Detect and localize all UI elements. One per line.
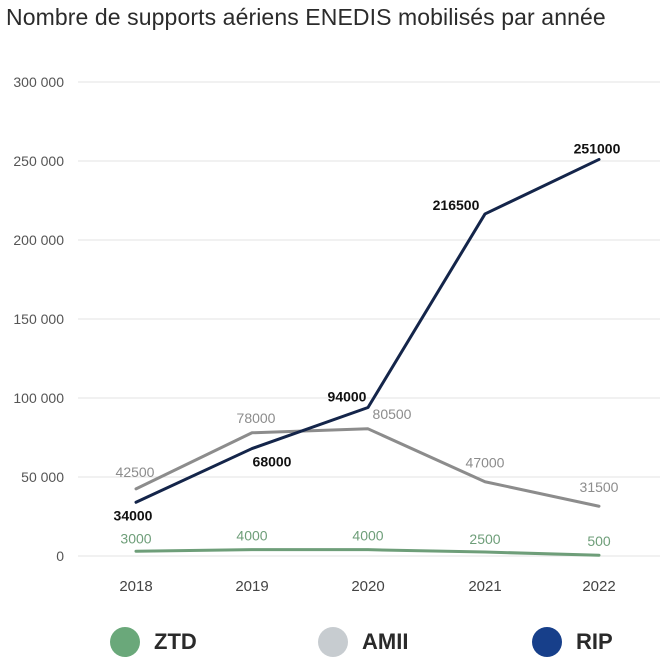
series-line-rip xyxy=(134,157,601,504)
data-label-amii-2019: 78000 xyxy=(237,410,276,426)
legend-marker-ztd xyxy=(110,627,140,657)
y-tick-label-1: 50 000 xyxy=(21,469,64,485)
data-label-rip-2022: 251000 xyxy=(574,140,621,156)
legend-item-amii: AMII xyxy=(318,620,408,664)
legend-label-rip: RIP xyxy=(576,629,613,654)
legend-item-rip: RIP xyxy=(532,620,613,664)
data-label-ztd-2019: 4000 xyxy=(236,528,267,544)
x-axis: 2018 2019 2020 2021 2022 xyxy=(119,578,615,595)
data-label-amii-2020: 80500 xyxy=(373,406,412,422)
y-tick-label-3: 150 000 xyxy=(13,311,64,327)
y-tick-label-4: 200 000 xyxy=(13,232,64,248)
x-tick-label-0: 2018 xyxy=(119,578,152,595)
data-label-rip-2021: 216500 xyxy=(433,197,480,213)
y-tick-label-0: 0 xyxy=(56,548,64,564)
data-labels: 3000 4000 4000 2500 500 42500 78000 80500 47000 3… xyxy=(114,140,621,549)
data-label-rip-2018: 34000 xyxy=(114,507,153,523)
legend-marker-rip xyxy=(532,627,562,657)
legend-label-ztd: ZTD xyxy=(154,629,197,654)
x-tick-label-1: 2019 xyxy=(235,578,268,595)
y-tick-label-2: 100 000 xyxy=(13,390,64,406)
data-label-ztd-2018: 3000 xyxy=(120,530,151,546)
data-label-ztd-2021: 2500 xyxy=(469,531,500,547)
data-label-ztd-2020: 4000 xyxy=(352,528,383,544)
data-label-rip-2020: 94000 xyxy=(328,388,367,404)
y-tick-label-6: 300 000 xyxy=(13,74,64,90)
series-line-ztd xyxy=(134,548,601,557)
x-tick-label-2: 2020 xyxy=(351,578,384,595)
data-label-rip-2019: 68000 xyxy=(253,454,292,470)
x-tick-label-3: 2021 xyxy=(468,578,501,595)
data-label-amii-2021: 47000 xyxy=(466,455,505,471)
line-chart: 0 50 000 100 000 150 000 200 000 250 000 300 0… xyxy=(13,74,660,595)
y-axis: 0 50 000 100 000 150 000 200 000 250 000 300 0… xyxy=(13,74,64,564)
data-label-amii-2022: 31500 xyxy=(580,479,619,495)
data-label-ztd-2022: 500 xyxy=(587,533,611,549)
x-tick-label-4: 2022 xyxy=(582,578,615,595)
legend-item-ztd: ZTD xyxy=(110,620,197,664)
legend-label-amii: AMII xyxy=(362,629,409,654)
chart-title: Nombre de supports aériens ENEDIS mobili… xyxy=(6,4,606,30)
series-lines xyxy=(134,157,601,557)
y-tick-label-5: 250 000 xyxy=(13,153,64,169)
series-line-amii xyxy=(134,427,601,508)
data-label-amii-2018: 42500 xyxy=(116,464,155,480)
gridlines xyxy=(78,81,660,557)
legend-marker-amii xyxy=(318,627,348,657)
legend: ZTD AMII RIP xyxy=(0,620,670,664)
